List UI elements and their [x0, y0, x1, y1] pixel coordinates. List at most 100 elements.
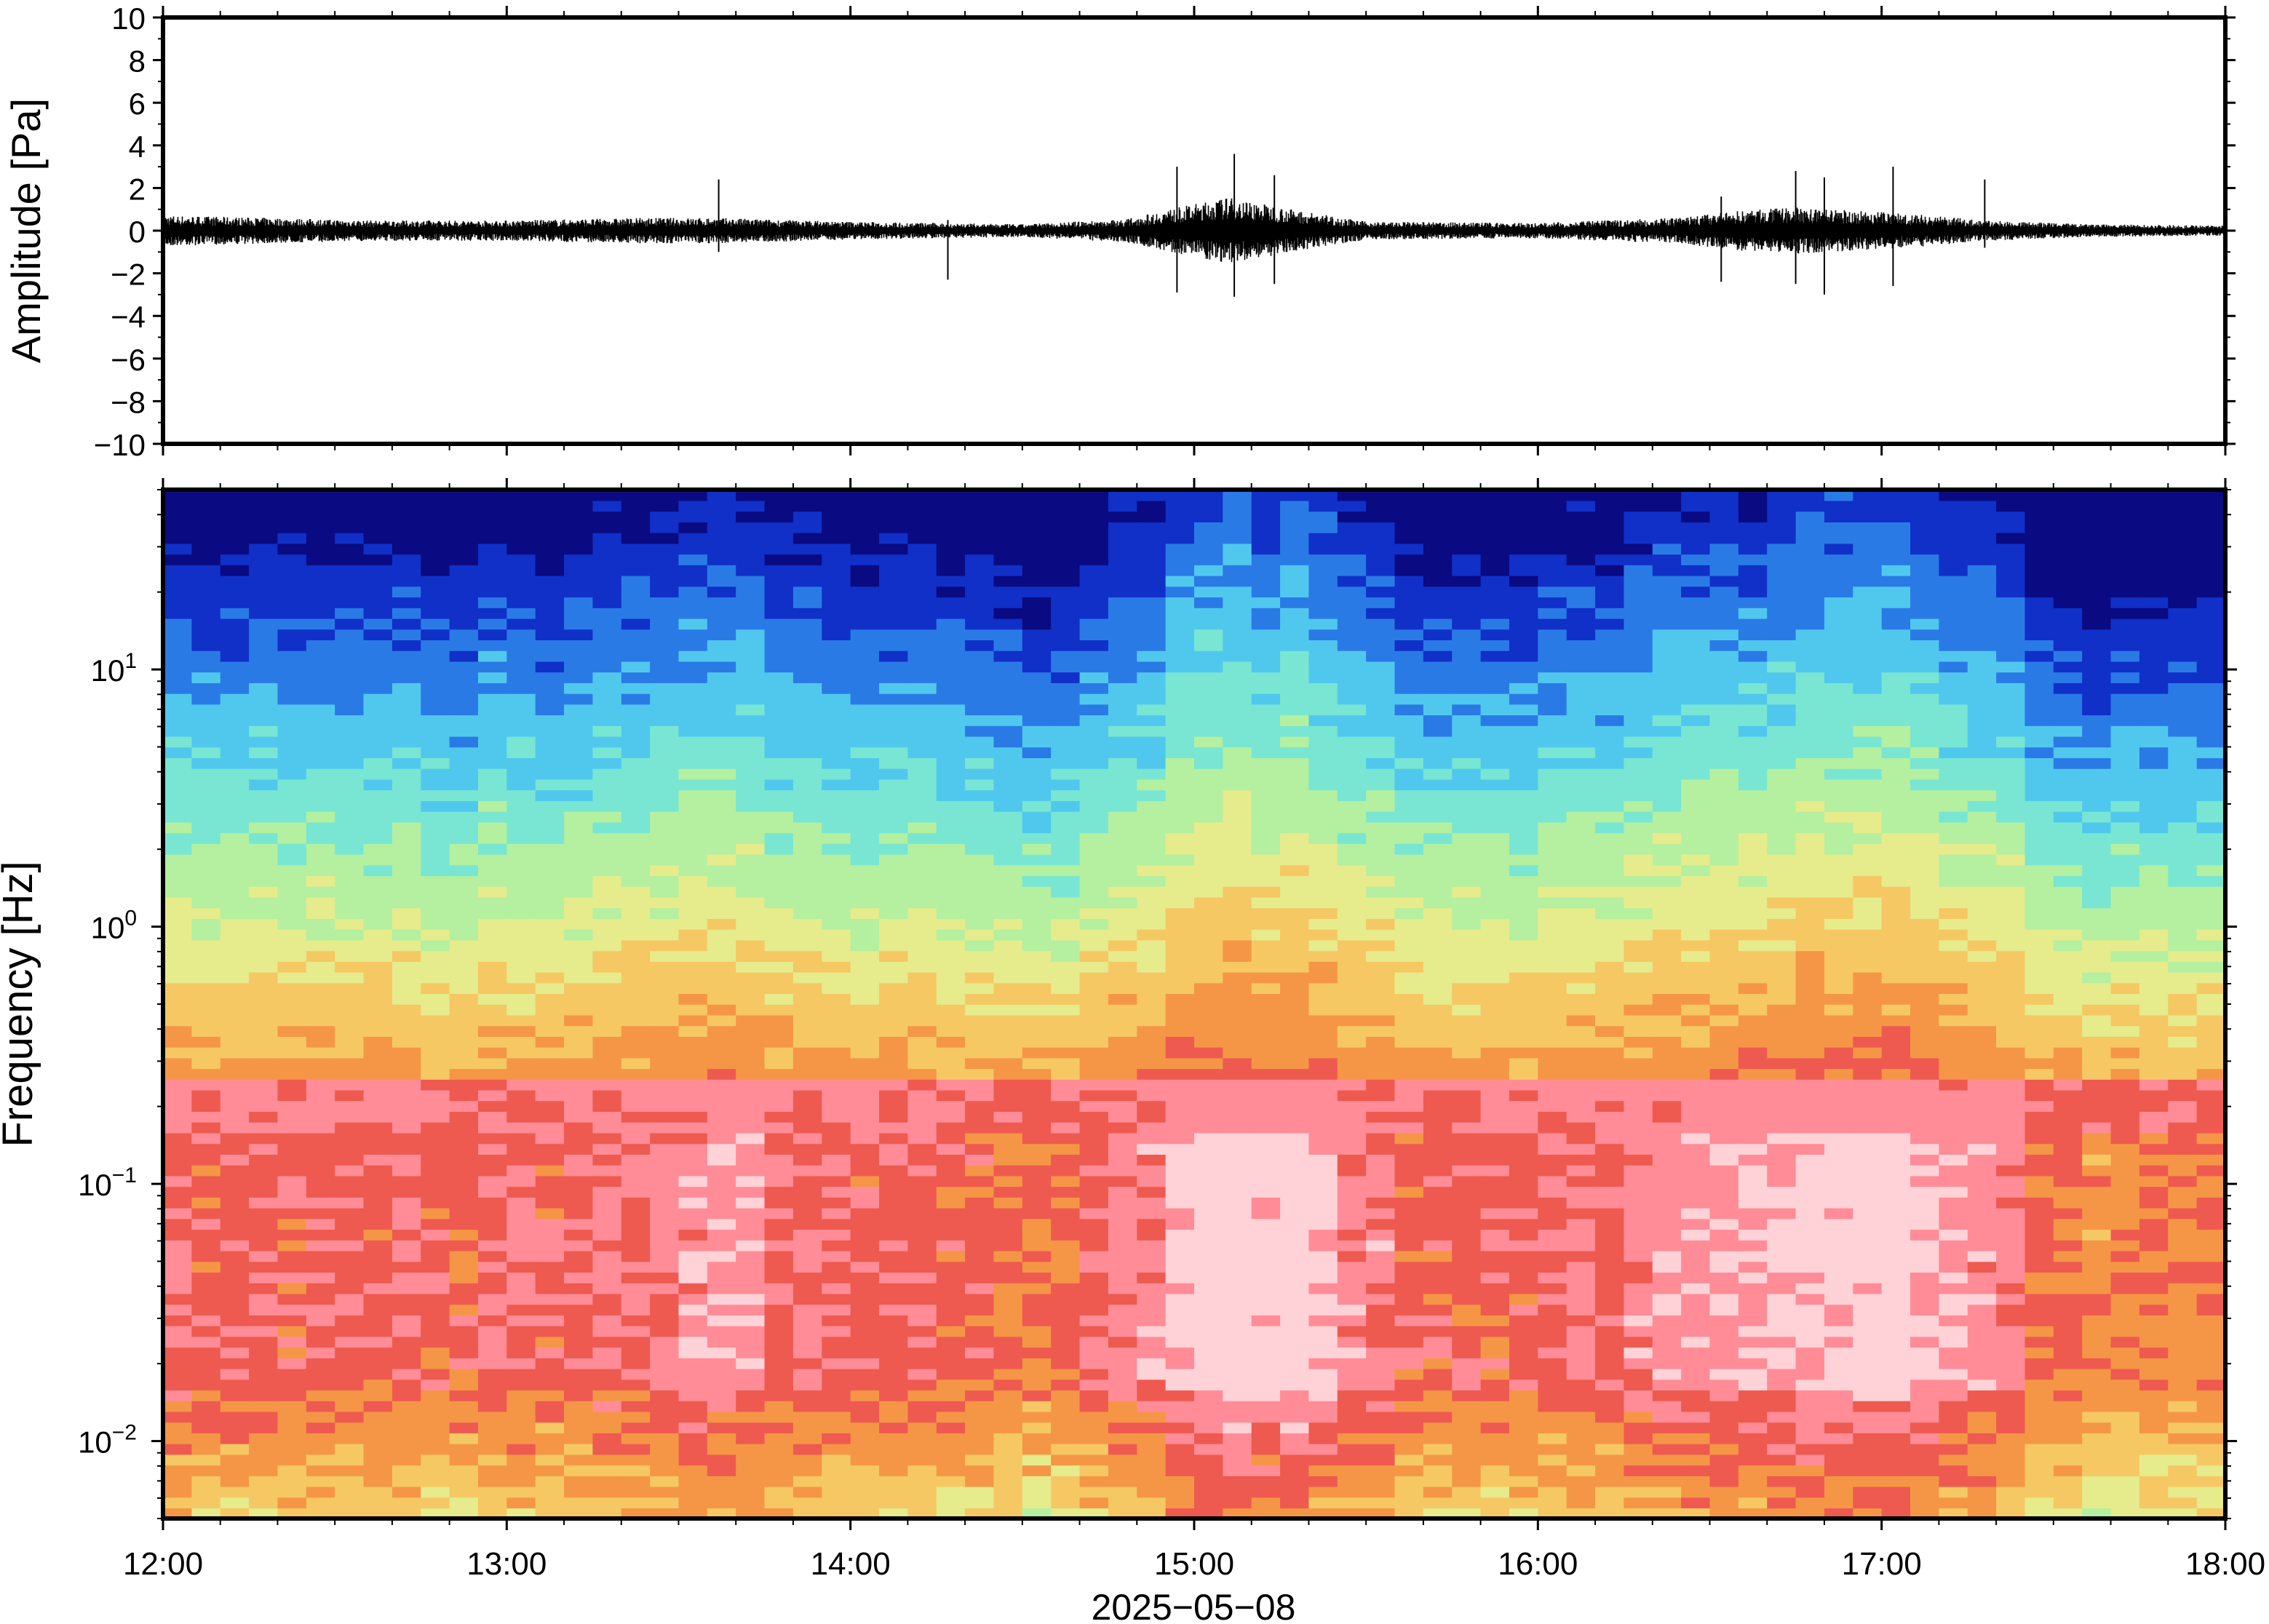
spectrogram-cell — [621, 1229, 651, 1241]
spectrogram-cell — [335, 1508, 365, 1518]
spectrogram-cell — [965, 1433, 995, 1444]
spectrogram-cell — [879, 768, 909, 780]
spectrogram-cell — [306, 575, 335, 587]
spectrogram-cell — [1308, 1304, 1338, 1315]
spectrogram-cell — [1251, 1400, 1281, 1412]
spectrogram-cell — [965, 1293, 995, 1305]
spectrogram-cell — [936, 757, 966, 769]
spectrogram-cell — [363, 1154, 393, 1166]
spectrogram-cell — [1079, 511, 1109, 522]
spectrogram-cell — [1423, 1025, 1453, 1037]
spectrogram-cell — [1452, 1304, 1482, 1315]
spectrogram-cell — [1566, 993, 1596, 1005]
spectrogram-cell — [1538, 1122, 1567, 1134]
spectrogram-cell — [1337, 1261, 1367, 1273]
spectrogram-cell — [707, 885, 737, 898]
spectrogram-cell — [1452, 490, 1482, 501]
spectrogram-cell — [220, 682, 250, 694]
spectrogram-cell — [1566, 1143, 1596, 1155]
spectrogram-cell — [850, 875, 880, 887]
spectrogram-cell — [822, 1358, 851, 1369]
spectrogram-cell — [1251, 821, 1281, 834]
spectrogram-cell — [564, 885, 594, 898]
spectrogram-cell — [1165, 853, 1195, 866]
spectrogram-cell — [850, 1132, 880, 1145]
spectrogram-cell — [1108, 1143, 1138, 1155]
spectrogram-cell — [907, 1218, 937, 1230]
spectrogram-cell — [1137, 779, 1167, 791]
spectrogram-cell — [163, 1486, 193, 1498]
spectrogram-cell — [535, 747, 565, 759]
spectrogram-cell — [907, 1379, 937, 1391]
spectrogram-cell — [535, 640, 565, 651]
spectrogram-cell — [1308, 1476, 1338, 1487]
spectrogram-cell — [477, 800, 508, 812]
spectrogram-cell — [1480, 1057, 1510, 1070]
spectrogram-cell — [764, 1508, 794, 1518]
spectrogram-cell — [249, 586, 279, 598]
spectrogram-cell — [449, 629, 479, 641]
spectrogram-cell — [277, 1433, 307, 1444]
spectrogram-cell — [392, 811, 422, 823]
spectrogram-cell — [1251, 1390, 1281, 1401]
spectrogram-cell — [249, 757, 279, 769]
spectrogram-cell — [764, 907, 794, 919]
spectrogram-cell — [1394, 500, 1424, 512]
spectrogram-cell — [249, 939, 279, 952]
spectrogram-cell — [879, 532, 909, 544]
spectrogram-cell — [1337, 1175, 1367, 1187]
spectrogram-cell — [1022, 1476, 1052, 1487]
spectrogram-cell — [1480, 843, 1510, 855]
spectrogram-cell — [822, 875, 851, 887]
spectrogram-cell — [535, 554, 565, 565]
spectrogram-cell — [249, 1315, 279, 1326]
spectrogram-cell — [306, 1293, 335, 1305]
spectrogram-cell — [564, 1218, 594, 1230]
spectrogram-cell — [592, 918, 622, 930]
spectrogram-cell — [1251, 950, 1281, 962]
spectrogram-cell — [1423, 490, 1453, 501]
spectrogram-cell — [678, 779, 708, 791]
spectrogram-cell — [1423, 1250, 1453, 1262]
spectrogram-cell — [678, 853, 708, 866]
spectrogram-cell — [1394, 907, 1424, 919]
spectrogram-cell — [879, 1400, 909, 1412]
spectrogram-cell — [335, 1154, 365, 1166]
spectrogram-cell — [277, 1486, 307, 1498]
spectrogram-cell — [1194, 1175, 1224, 1187]
spectrogram-cell — [1108, 672, 1138, 683]
spectrogram-cell — [1280, 950, 1310, 962]
spectrogram-cell — [220, 1368, 250, 1380]
spectrogram-cell — [1280, 1476, 1310, 1487]
spectrogram-cell — [421, 522, 450, 533]
spectrogram-cell — [993, 1390, 1023, 1401]
waveform-y-tick-label: −4 — [111, 300, 146, 334]
spectrogram-cell — [736, 1304, 766, 1315]
spectrogram-cell — [621, 1057, 651, 1070]
spectrogram-cell — [1223, 618, 1252, 630]
spectrogram-cell — [1452, 1240, 1482, 1251]
spectrogram-cell — [1051, 779, 1081, 791]
spectrogram-cell — [1566, 565, 1596, 576]
spectrogram-cell — [1566, 586, 1596, 598]
spectrogram-cell — [1051, 608, 1081, 619]
spectrogram-cell — [477, 629, 508, 641]
spectrogram-cell — [1051, 1272, 1081, 1283]
spectrogram-cell — [163, 1036, 193, 1048]
spectrogram-cell — [1079, 586, 1109, 598]
spectrogram-cell — [1280, 800, 1310, 812]
spectrogram-cell — [907, 853, 937, 866]
spectrogram-cell — [736, 1379, 766, 1391]
spectrogram-cell — [736, 1100, 766, 1112]
spectrogram-cell — [1480, 704, 1510, 716]
spectrogram-cell — [736, 1422, 766, 1433]
spectrogram-cell — [1366, 800, 1396, 812]
spectrogram-cell — [1452, 1347, 1482, 1358]
spectrogram-cell — [965, 1443, 995, 1455]
spectrogram-cell — [421, 961, 450, 973]
spectrogram-cell — [850, 971, 880, 984]
spectrogram-cell — [1280, 1508, 1310, 1518]
spectrogram-cell — [191, 1358, 221, 1369]
spectrogram-cell — [764, 629, 794, 641]
spectrogram-cell — [1480, 907, 1510, 919]
